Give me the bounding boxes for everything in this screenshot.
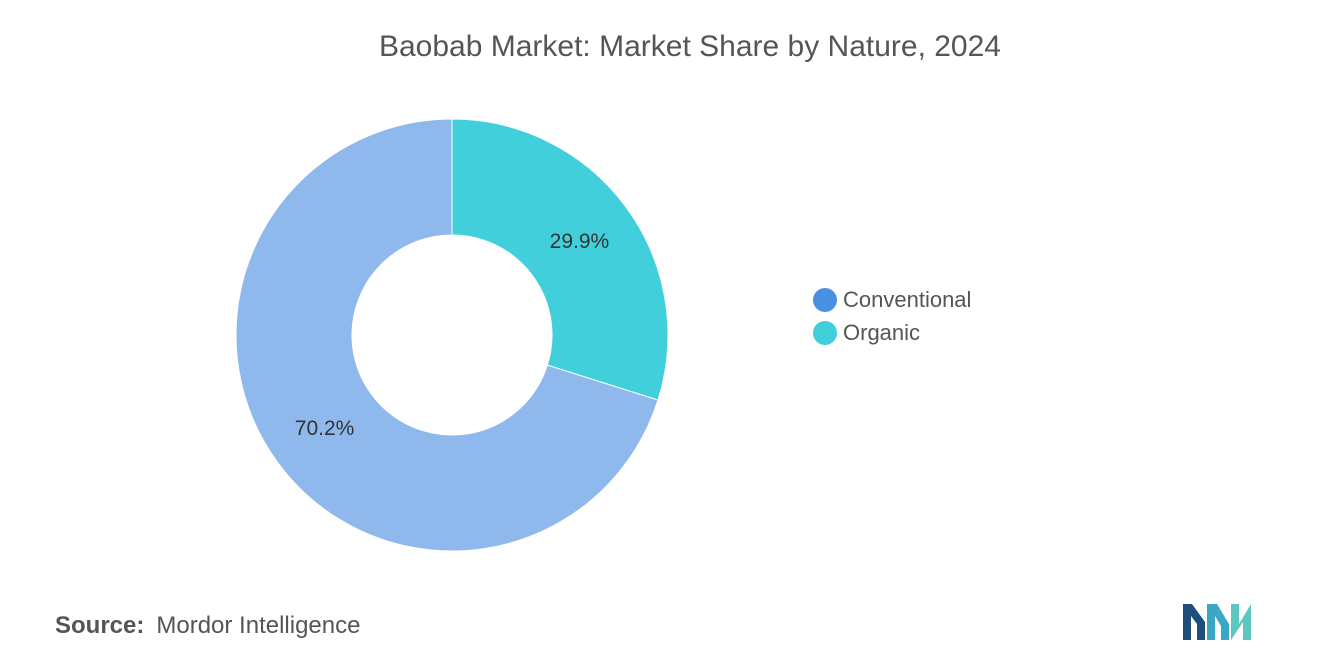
source-note: Source: Mordor Intelligence: [55, 612, 360, 640]
donut-slices: [235, 118, 669, 552]
source-label: Source:: [55, 612, 145, 639]
slice-organic[interactable]: [451, 118, 669, 401]
slice-conventional[interactable]: [235, 118, 659, 552]
legend-swatch-organic: [813, 320, 837, 345]
chart-title: Baobab Market: Market Share by Nature, 2…: [378, 30, 1001, 63]
slice-label-conventional: 70.2%: [295, 417, 355, 440]
slice-label-organic: 29.9%: [550, 230, 610, 253]
legend-label-organic: Organic: [843, 319, 921, 345]
legend-item-conventional[interactable]: Conventional: [813, 283, 971, 316]
legend-item-organic[interactable]: Organic: [813, 316, 971, 349]
legend-label-conventional: Conventional: [843, 286, 972, 312]
donut-slice-labels: 29.9% 70.2%: [295, 230, 609, 440]
chart-legend: Conventional Organic: [813, 283, 971, 349]
legend-swatch-conventional: [813, 287, 837, 312]
source-value: Mordor Intelligence: [156, 612, 361, 639]
mordor-intelligence-logo-icon: [1183, 604, 1251, 640]
